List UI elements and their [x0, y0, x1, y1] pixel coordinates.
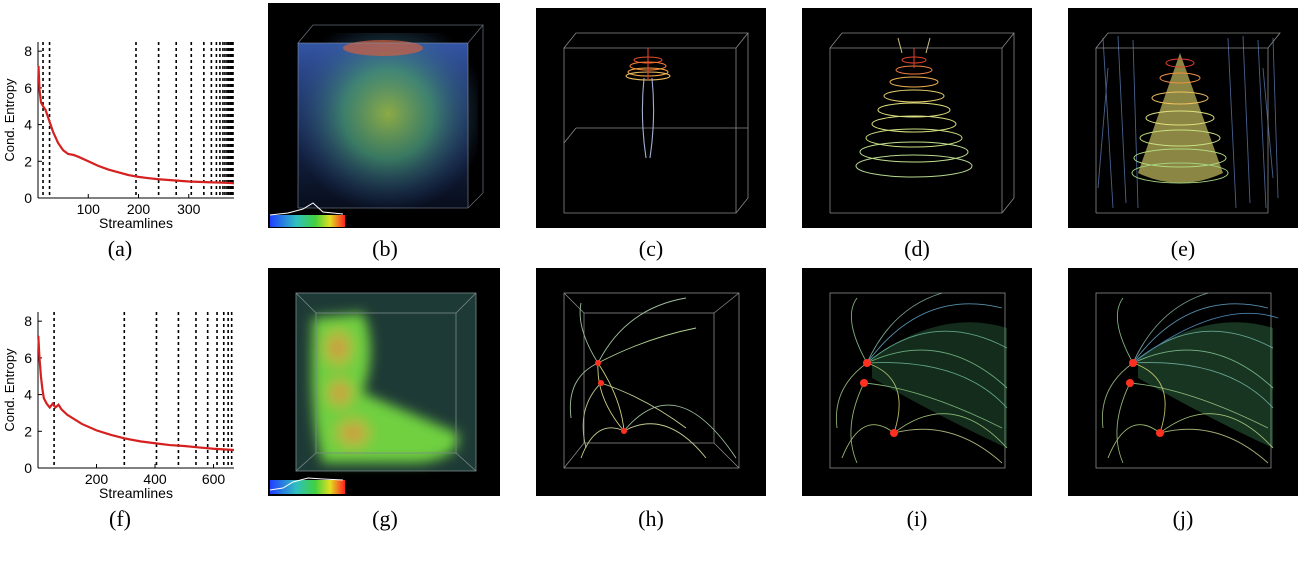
- x-axis-label: Streamlines: [99, 485, 173, 501]
- y-axis-label: Cond. Entropy: [2, 348, 17, 432]
- x-tick-label: 200: [127, 201, 151, 217]
- y-tick-label: 0: [24, 190, 32, 206]
- x-tick-label: 200: [85, 471, 109, 487]
- y-tick-label: 0: [24, 460, 32, 476]
- y-tick-label: 6: [24, 350, 32, 366]
- label-h: (h): [638, 506, 664, 531]
- render-h: [536, 268, 766, 496]
- x-tick-label: 300: [177, 201, 201, 217]
- y-tick-label: 4: [24, 117, 32, 133]
- y-tick-label: 6: [24, 80, 32, 96]
- y-axis-label: Cond. Entropy: [2, 78, 17, 162]
- y-tick-label: 8: [24, 313, 32, 329]
- render-g: [268, 268, 500, 496]
- label-f: (f): [109, 506, 131, 531]
- label-e: (e): [1170, 236, 1196, 261]
- y-tick-label: 2: [24, 423, 32, 439]
- chart-a: 0 2 4 6 8 100 200 300 Streamlines Cond. Entropy: [0, 30, 250, 245]
- label-i: (i): [906, 506, 928, 531]
- label-b: (b): [372, 236, 398, 261]
- chart-f: 0 2 4 6 8 200 400 600 Streamlines Cond. Entropy: [0, 300, 250, 515]
- y-tick-label: 8: [24, 43, 32, 59]
- label-j: (j): [1172, 506, 1194, 531]
- x-tick-label: 400: [143, 471, 167, 487]
- entropy-series-line: [37, 65, 235, 185]
- render-b: [268, 3, 500, 228]
- label-g: (g): [372, 506, 398, 531]
- x-axis-label: Streamlines: [99, 215, 173, 231]
- label-d: (d): [904, 236, 930, 261]
- render-c: [536, 8, 766, 228]
- x-tick-label: 600: [202, 471, 226, 487]
- render-j: [1068, 268, 1298, 496]
- y-tick-label: 4: [24, 387, 32, 403]
- render-e: [1068, 8, 1298, 228]
- x-tick-label: 100: [77, 201, 101, 217]
- label-a: (a): [107, 236, 133, 261]
- label-c: (c): [638, 236, 664, 261]
- entropy-series-line: [37, 335, 235, 452]
- y-tick-label: 2: [24, 153, 32, 169]
- render-d: [802, 8, 1032, 228]
- render-i: [802, 268, 1032, 496]
